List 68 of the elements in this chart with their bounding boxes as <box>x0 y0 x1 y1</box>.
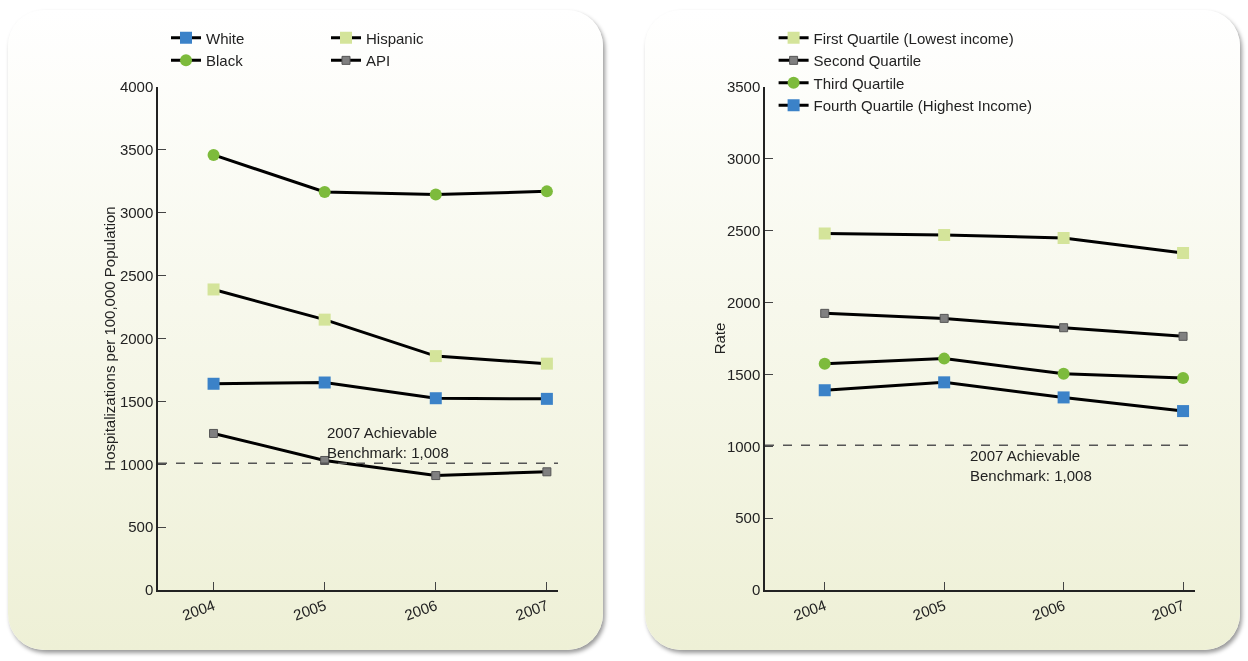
y-tick-label: 2500 <box>119 266 154 284</box>
x-tick-label: 2006 <box>1030 596 1068 624</box>
point <box>429 188 442 201</box>
point <box>429 392 442 405</box>
y-tick-label: 4000 <box>119 78 154 96</box>
point <box>1177 405 1190 418</box>
y-tick-label: 1000 <box>726 437 761 455</box>
legend-label: First Quartile (Lowest income) <box>813 29 1014 47</box>
point <box>938 229 951 242</box>
y-tick-label: 3000 <box>119 204 154 221</box>
ref-line-label: 2007 Achievable Benchmark: 1,008 <box>327 424 449 461</box>
y-tick-label: 2000 <box>726 293 761 311</box>
point <box>540 357 553 370</box>
point <box>429 350 442 363</box>
point <box>1057 367 1070 380</box>
y-tick-label: 2000 <box>119 329 154 347</box>
point <box>1177 372 1190 385</box>
point <box>318 313 331 326</box>
y-tick-label: 500 <box>128 518 154 536</box>
x-tick-label: 2005 <box>291 596 329 624</box>
y-tick-label: 3500 <box>119 141 154 159</box>
y-tick-label: 3000 <box>726 150 761 168</box>
point <box>820 308 830 318</box>
point <box>542 467 552 477</box>
point <box>1177 246 1190 259</box>
x-tick-label: 2005 <box>910 596 948 624</box>
legend-label: Third Quartile <box>813 74 905 92</box>
point <box>209 428 219 438</box>
y-tick-label: 3500 <box>726 78 761 96</box>
legend-label: White <box>206 29 245 47</box>
y-tick-label: 0 <box>144 581 154 599</box>
point <box>1057 231 1070 244</box>
point <box>431 471 441 481</box>
x-tick-label: 2007 <box>1149 596 1187 624</box>
point <box>938 352 951 365</box>
legend-label: Second Quartile <box>813 52 922 70</box>
point <box>540 185 553 198</box>
point <box>818 357 831 370</box>
y-tick-label: 2500 <box>726 221 761 239</box>
x-tick-label: 2004 <box>791 596 829 624</box>
legend-label: API <box>366 52 391 70</box>
y-axis-title: Rate <box>710 322 728 355</box>
y-tick-label: 1000 <box>119 455 154 473</box>
x-tick-label: 2006 <box>402 596 440 624</box>
y-tick-label: 500 <box>735 509 761 527</box>
x-tick-label: 2007 <box>513 596 551 624</box>
y-tick-label: 1500 <box>119 392 154 410</box>
legend-label: Fourth Quartile (Highest Income) <box>813 97 1033 115</box>
legend-label: Black <box>206 52 244 70</box>
point <box>318 186 331 198</box>
point <box>207 283 220 296</box>
y-tick-label: 1500 <box>726 365 761 383</box>
point <box>1059 323 1069 333</box>
y-axis-title: Hospitalizations per 100,000 Population <box>100 206 118 471</box>
point <box>207 377 220 390</box>
point <box>818 384 831 397</box>
ref-line-label: 2007 Achievable Benchmark: 1,008 <box>970 447 1092 484</box>
point <box>1178 331 1188 341</box>
point <box>939 313 949 323</box>
y-tick-label: 0 <box>751 581 761 599</box>
point <box>938 376 951 389</box>
point <box>540 392 553 405</box>
point <box>818 227 831 240</box>
point <box>207 148 220 161</box>
point <box>318 376 331 389</box>
x-tick-label: 2004 <box>179 596 218 624</box>
legend-label: Hispanic <box>366 29 425 47</box>
point <box>1057 391 1070 404</box>
